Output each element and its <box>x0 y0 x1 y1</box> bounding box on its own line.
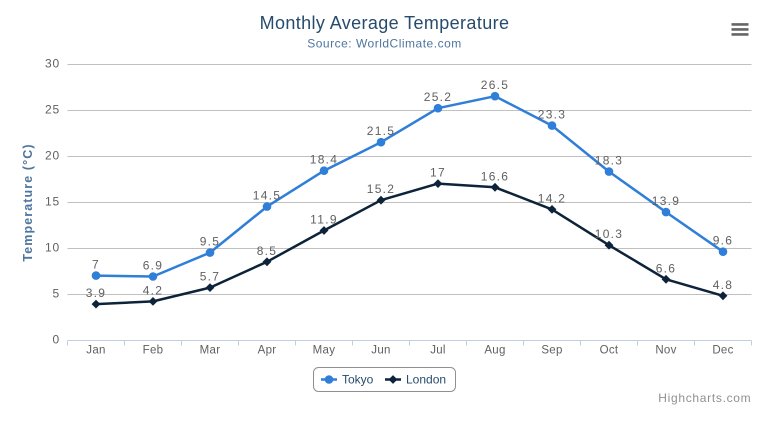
svg-text:Sep: Sep <box>541 345 562 357</box>
svg-text:Source: WorldClimate.com: Source: WorldClimate.com <box>307 37 462 51</box>
svg-text:9.5: 9.5 <box>200 235 221 249</box>
svg-text:17: 17 <box>430 166 446 180</box>
svg-text:Tokyo: Tokyo <box>342 373 374 387</box>
svg-text:13.9: 13.9 <box>652 194 681 208</box>
svg-text:20: 20 <box>45 149 60 163</box>
svg-text:6.6: 6.6 <box>656 261 677 275</box>
svg-text:26.5: 26.5 <box>481 78 510 92</box>
svg-text:4.2: 4.2 <box>143 283 164 297</box>
svg-text:23.3: 23.3 <box>538 108 567 122</box>
svg-text:Highcharts.com: Highcharts.com <box>658 391 751 405</box>
svg-text:Oct: Oct <box>600 345 619 357</box>
svg-text:Dec: Dec <box>712 345 733 357</box>
svg-text:Temperature (°C): Temperature (°C) <box>21 143 35 261</box>
svg-text:15.2: 15.2 <box>367 182 396 196</box>
svg-text:5: 5 <box>53 287 60 301</box>
svg-text:15: 15 <box>45 195 60 209</box>
svg-text:6.9: 6.9 <box>143 259 164 273</box>
svg-text:Mar: Mar <box>200 345 221 357</box>
svg-text:18.4: 18.4 <box>310 153 339 167</box>
svg-text:Jan: Jan <box>86 345 105 357</box>
svg-text:16.6: 16.6 <box>481 169 510 183</box>
svg-text:14.5: 14.5 <box>253 189 282 203</box>
svg-text:10.3: 10.3 <box>595 227 624 241</box>
svg-text:Apr: Apr <box>258 345 277 357</box>
svg-text:Monthly Average Temperature: Monthly Average Temperature <box>260 13 510 33</box>
svg-text:5.7: 5.7 <box>200 270 221 284</box>
svg-text:London: London <box>406 373 446 387</box>
svg-text:10: 10 <box>45 241 60 255</box>
svg-text:7: 7 <box>92 258 100 272</box>
svg-text:30: 30 <box>45 57 60 71</box>
svg-text:3.9: 3.9 <box>86 286 107 300</box>
svg-text:21.5: 21.5 <box>367 124 396 138</box>
svg-text:May: May <box>313 345 336 357</box>
svg-text:Nov: Nov <box>655 345 676 357</box>
svg-text:8.5: 8.5 <box>257 244 278 258</box>
svg-text:25.2: 25.2 <box>424 90 453 104</box>
svg-text:14.2: 14.2 <box>538 191 567 205</box>
svg-text:11.9: 11.9 <box>310 213 338 227</box>
svg-text:9.6: 9.6 <box>713 234 734 248</box>
svg-text:Aug: Aug <box>484 345 505 357</box>
svg-text:25: 25 <box>45 103 60 117</box>
svg-text:0: 0 <box>53 333 60 347</box>
svg-text:Jun: Jun <box>371 345 390 357</box>
svg-text:18.3: 18.3 <box>595 154 624 168</box>
svg-text:Jul: Jul <box>430 345 446 357</box>
svg-text:Feb: Feb <box>143 345 164 357</box>
svg-text:4.8: 4.8 <box>713 278 734 292</box>
